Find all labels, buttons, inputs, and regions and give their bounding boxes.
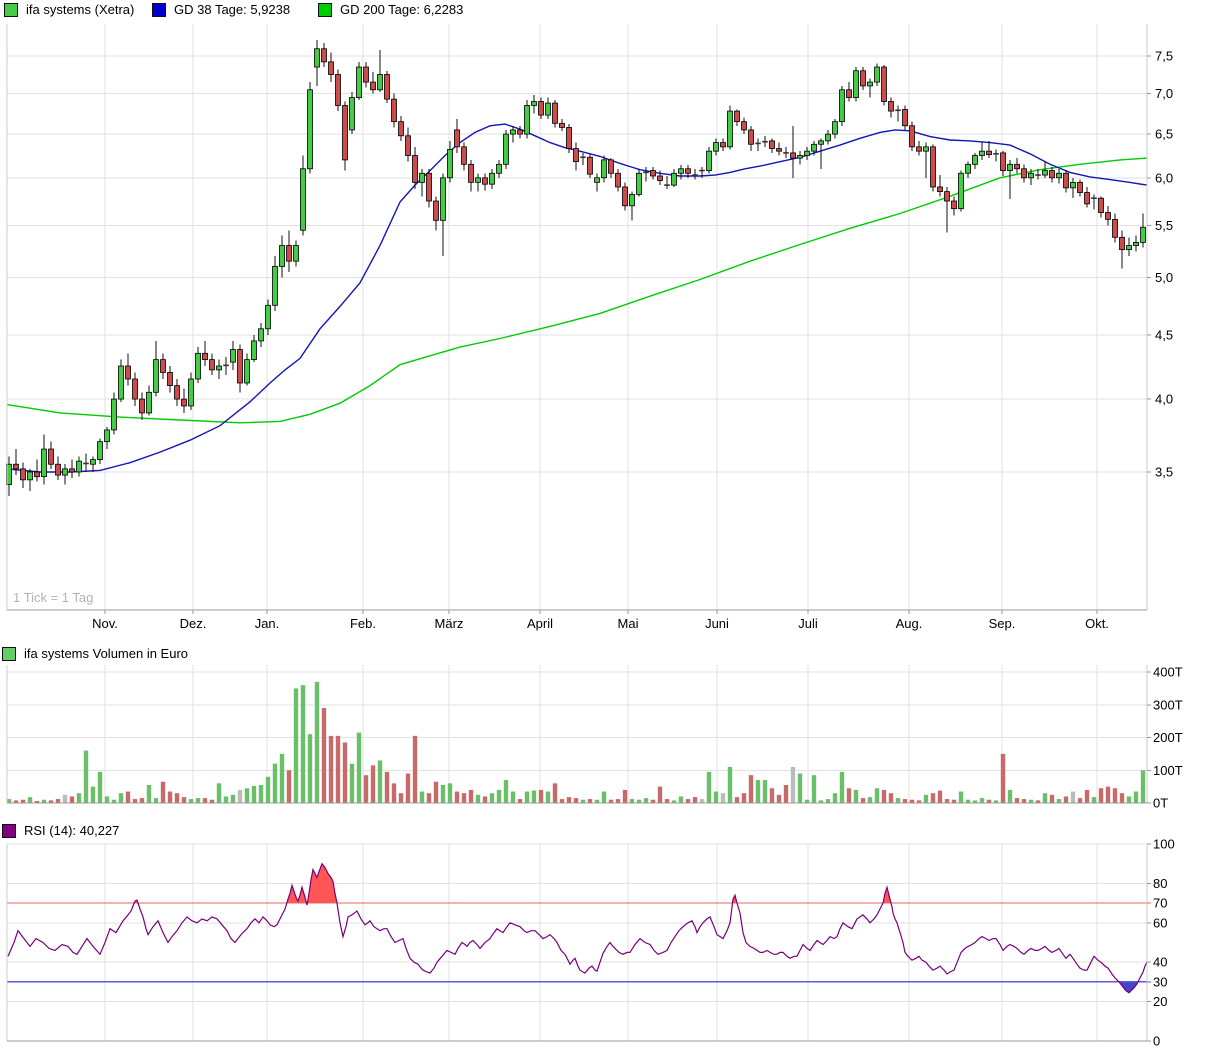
gd200-legend-series: GD 200 Tage: 6,2283 <box>318 2 463 17</box>
svg-text:0: 0 <box>1153 1034 1160 1049</box>
svg-text:4,0: 4,0 <box>1155 392 1173 407</box>
price-legend-series: ifa systems (Xetra) <box>4 2 134 17</box>
svg-text:200T: 200T <box>1153 730 1183 745</box>
svg-text:4,5: 4,5 <box>1155 327 1173 342</box>
rsi-swatch-icon <box>2 823 16 838</box>
svg-text:Sep.: Sep. <box>989 616 1016 631</box>
volume-legend: ifa systems Volumen in Euro <box>2 646 188 661</box>
svg-text:Okt.: Okt. <box>1085 616 1109 631</box>
svg-text:100: 100 <box>1153 837 1175 852</box>
rsi-legend-label: RSI (14): 40,227 <box>24 823 120 838</box>
svg-text:Feb.: Feb. <box>350 616 376 631</box>
gd200-swatch-icon <box>318 2 332 17</box>
volume-bars <box>6 681 1146 803</box>
price-series-label: ifa systems (Xetra) <box>26 2 135 17</box>
svg-text:100T: 100T <box>1153 763 1183 778</box>
svg-text:7,0: 7,0 <box>1155 86 1173 101</box>
svg-text:20: 20 <box>1153 994 1167 1009</box>
svg-text:5,0: 5,0 <box>1155 270 1173 285</box>
candles <box>6 40 1146 496</box>
svg-text:6,0: 6,0 <box>1155 170 1173 185</box>
svg-text:30: 30 <box>1153 974 1167 989</box>
svg-text:0T: 0T <box>1153 796 1168 811</box>
tick-note: 1 Tick = 1 Tag <box>13 590 94 605</box>
svg-text:300T: 300T <box>1153 697 1183 712</box>
svg-text:40: 40 <box>1153 955 1167 970</box>
svg-text:7,5: 7,5 <box>1155 49 1173 64</box>
moving-averages <box>6 123 1148 473</box>
svg-text:60: 60 <box>1153 915 1167 930</box>
svg-text:März: März <box>435 616 464 631</box>
svg-text:Juli: Juli <box>798 616 818 631</box>
rsi-legend: RSI (14): 40,227 <box>2 823 119 838</box>
svg-text:Mai: Mai <box>618 616 639 631</box>
gd200-line <box>6 157 1148 424</box>
svg-text:400T: 400T <box>1153 665 1183 680</box>
svg-text:Juni: Juni <box>705 616 729 631</box>
rsi-line <box>7 862 1148 994</box>
pane-borders <box>6 24 1148 1042</box>
svg-text:Nov.: Nov. <box>92 616 118 631</box>
gridlines <box>7 24 1147 1041</box>
volume-legend-label: ifa systems Volumen in Euro <box>24 646 189 661</box>
price-series-swatch-icon <box>4 2 18 17</box>
svg-text:6,5: 6,5 <box>1155 127 1173 142</box>
svg-text:Dez.: Dez. <box>180 616 207 631</box>
volume-swatch-icon <box>2 646 16 661</box>
svg-text:5,5: 5,5 <box>1155 218 1173 233</box>
gd200-label: GD 200 Tage: 6,2283 <box>340 2 464 17</box>
svg-text:70: 70 <box>1153 896 1167 911</box>
svg-text:3,5: 3,5 <box>1155 464 1173 479</box>
gd38-swatch-icon <box>152 2 166 17</box>
svg-text:Aug.: Aug. <box>896 616 923 631</box>
axis-labels <box>1147 55 1151 1042</box>
svg-text:Jan.: Jan. <box>255 616 280 631</box>
gd38-legend-series: GD 38 Tage: 5,9238 <box>152 2 290 17</box>
svg-text:April: April <box>527 616 553 631</box>
gd38-line <box>6 123 1148 473</box>
gd38-label: GD 38 Tage: 5,9238 <box>174 2 291 17</box>
svg-text:80: 80 <box>1153 876 1167 891</box>
